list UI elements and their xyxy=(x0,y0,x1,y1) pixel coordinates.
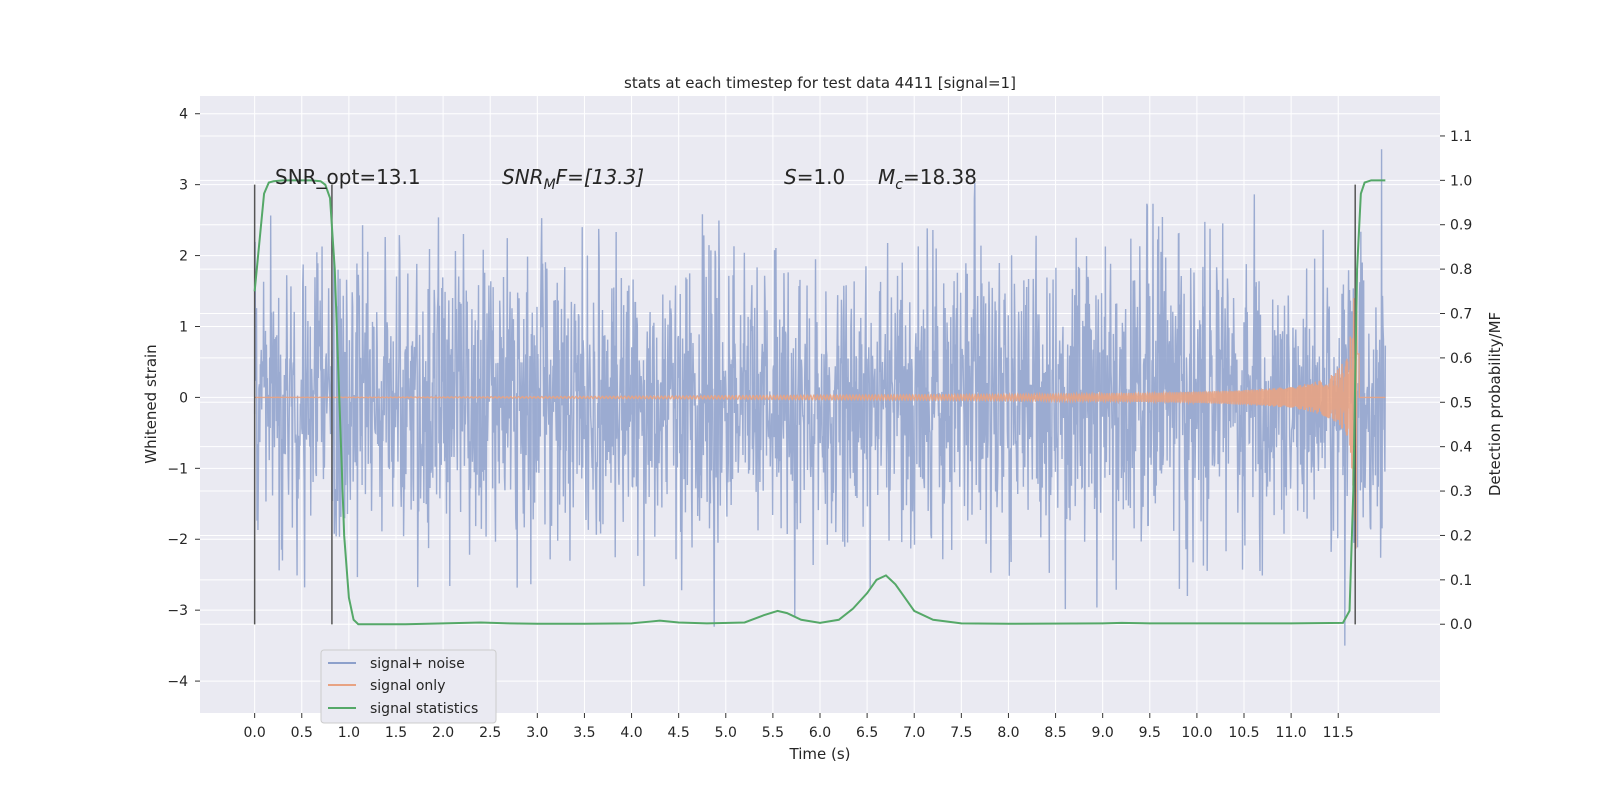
annotation-s-value: =1.0 xyxy=(797,165,846,189)
legend-box xyxy=(320,649,497,724)
x-axis-ticks: 0.0 0.5 1.0 1.5 2.0 2.5 3.0 3.5 4.0 4.5 5.0 5.5 6.0 6… xyxy=(244,713,1354,741)
series-signal-noise xyxy=(253,149,1387,646)
x-tick-label: 8.0 xyxy=(997,725,1019,741)
x-tick-label: 0.5 xyxy=(291,725,313,741)
x-tick-label: 5.5 xyxy=(762,725,784,741)
x-axis-label: Time (s) xyxy=(789,745,851,763)
x-tick-label: 5.0 xyxy=(715,725,737,741)
y2-axis-ticks: 1.1 1.0 0.9 0.8 0.7 0.6 0.5 0.4 0.3 0.2 0.1 0.0 xyxy=(1440,129,1472,633)
annotation-snr-mf-subscript: M xyxy=(544,177,556,193)
y-tick-label: −1 xyxy=(167,461,188,477)
y2-tick-label: 0.6 xyxy=(1450,351,1472,367)
x-tick-label: 3.0 xyxy=(526,725,548,741)
x-tick-label: 9.5 xyxy=(1139,725,1161,741)
x-tick-label: 2.5 xyxy=(479,725,501,741)
x-tick-label: 8.5 xyxy=(1044,725,1066,741)
x-tick-label: 7.0 xyxy=(903,725,925,741)
x-tick-label: 1.5 xyxy=(385,725,407,741)
y2-tick-label: 0.8 xyxy=(1450,262,1472,278)
y-tick-label: −2 xyxy=(167,532,188,548)
x-tick-label: 1.0 xyxy=(338,725,360,741)
y2-tick-label: 0.3 xyxy=(1450,484,1472,500)
legend: signal+ noise signal only signal statist… xyxy=(320,649,497,724)
y-tick-label: −4 xyxy=(167,674,188,690)
annotation-mc-symbol: M xyxy=(878,165,895,189)
y-tick-label: 4 xyxy=(179,107,188,123)
annotation-group: SNR_opt=13.1 SNRMF=[13.3] S=1.0 Mc=18.38 xyxy=(275,165,977,193)
y2-tick-label: 0.7 xyxy=(1450,307,1472,323)
y-tick-label: 3 xyxy=(179,178,188,194)
x-tick-label: 9.0 xyxy=(1092,725,1114,741)
x-tick-label: 3.5 xyxy=(573,725,595,741)
legend-label-signal-statistics: signal statistics xyxy=(370,701,478,717)
y2-tick-label: 1.1 xyxy=(1450,129,1472,145)
x-tick-label: 0.0 xyxy=(244,725,266,741)
x-tick-label: 11.5 xyxy=(1323,725,1354,741)
annotation-snr-opt: SNR_opt=13.1 xyxy=(275,165,421,189)
annotation-mc-subscript: c xyxy=(895,177,903,193)
y2-tick-label: 0.5 xyxy=(1450,395,1472,411)
y2-tick-label: 0.9 xyxy=(1450,218,1472,234)
x-tick-label: 10.5 xyxy=(1228,725,1259,741)
x-tick-label: 11.0 xyxy=(1276,725,1307,741)
x-tick-label: 10.0 xyxy=(1181,725,1212,741)
annotation-snr-mf: SNRMF=[13.3] xyxy=(502,165,644,193)
y-tick-label: 0 xyxy=(179,390,188,406)
y-tick-label: 1 xyxy=(179,319,188,335)
annotation-s: S=1.0 xyxy=(784,165,845,189)
legend-label-signal-only: signal only xyxy=(370,678,445,694)
y-tick-label: 2 xyxy=(179,249,188,265)
legend-label-signal-noise: signal+ noise xyxy=(370,656,465,672)
series-signal-statistics xyxy=(253,179,1386,626)
y2-tick-label: 0.1 xyxy=(1450,573,1472,589)
signal-noise-line xyxy=(253,149,1387,646)
annotation-snr-mf-symbol: SNR xyxy=(502,165,544,189)
y2-tick-label: 1.0 xyxy=(1450,173,1472,189)
y2-tick-label: 0.4 xyxy=(1450,440,1472,456)
grid xyxy=(200,96,1440,713)
y-axis-ticks: 4 3 2 1 0 −1 −2 −3 −4 xyxy=(167,107,200,690)
signal-statistics-line xyxy=(253,179,1386,626)
annotation-mc-value: =18.38 xyxy=(903,165,977,189)
x-tick-label: 6.5 xyxy=(856,725,878,741)
signal-only-line xyxy=(254,298,1386,549)
series-signal-only xyxy=(254,298,1386,549)
x-tick-label: 4.5 xyxy=(668,725,690,741)
x-tick-label: 7.5 xyxy=(950,725,972,741)
y-tick-label: −3 xyxy=(167,603,188,619)
y-axis-label: Whitened strain xyxy=(142,344,160,463)
annotation-s-symbol: S xyxy=(784,165,797,189)
annotation-snr-mf-value: F=[13.3] xyxy=(556,165,644,189)
y2-axis-label: Detection probability/MF xyxy=(1486,312,1504,496)
x-tick-label: 4.0 xyxy=(620,725,642,741)
x-tick-label: 2.0 xyxy=(432,725,454,741)
x-tick-label: 6.0 xyxy=(809,725,831,741)
y2-tick-label: 0.0 xyxy=(1450,617,1472,633)
y2-tick-label: 0.2 xyxy=(1450,528,1472,544)
chart-title: stats at each timestep for test data 441… xyxy=(624,74,1016,92)
annotation-mc: Mc=18.38 xyxy=(878,165,977,193)
